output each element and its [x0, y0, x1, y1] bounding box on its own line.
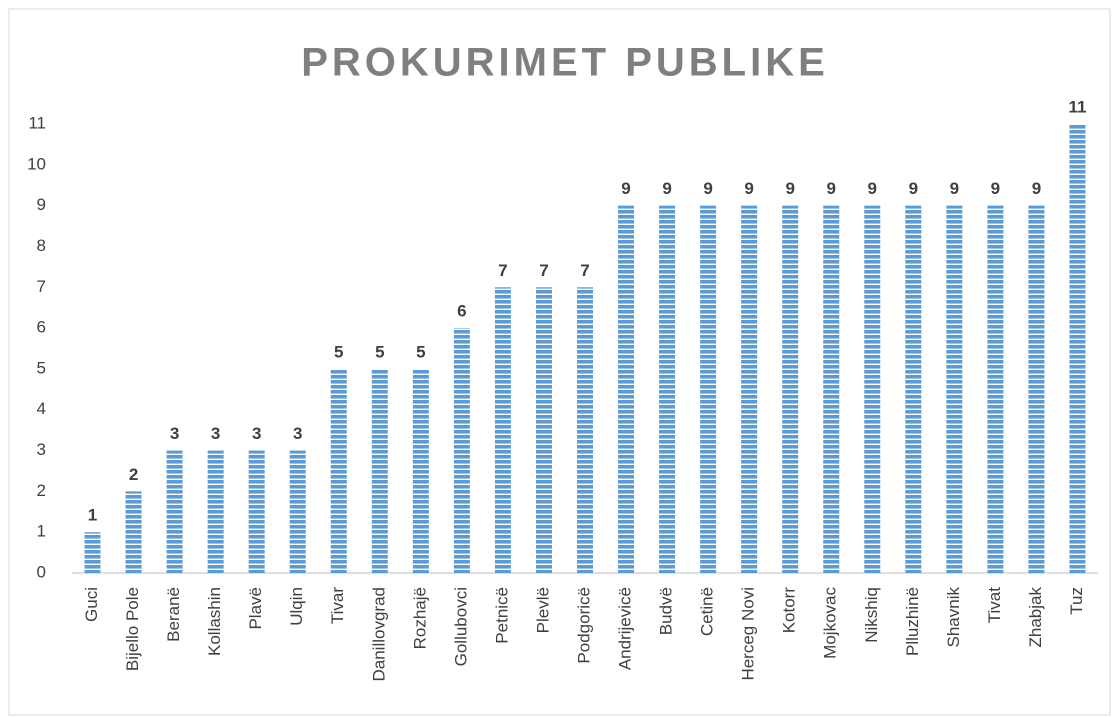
x-tick-label: Mojkovac — [821, 587, 840, 659]
bar — [946, 205, 963, 574]
data-label: 2 — [129, 465, 138, 484]
data-label: 9 — [703, 179, 712, 198]
bar — [987, 205, 1004, 574]
x-tick-label: Shavnik — [944, 587, 963, 648]
data-label: 3 — [170, 424, 179, 443]
data-label: 7 — [580, 261, 589, 280]
data-label: 7 — [498, 261, 507, 280]
bar — [577, 287, 593, 573]
bar — [905, 205, 922, 574]
x-tick-label: Petnicë — [492, 587, 511, 644]
data-label: 3 — [252, 424, 261, 443]
x-tick-label: Herceg Novi — [739, 587, 758, 681]
data-label: 5 — [416, 342, 425, 361]
data-label: 11 — [1068, 97, 1086, 116]
data-label: 5 — [375, 342, 384, 361]
y-tick-label: 2 — [37, 481, 46, 500]
x-tick-label: Rozhajë — [410, 587, 429, 649]
y-tick-label: 6 — [37, 318, 46, 337]
y-tick-label: 5 — [37, 358, 46, 377]
x-tick-label: Plavë — [246, 587, 265, 630]
bar — [618, 205, 635, 574]
x-tick-label: Plluzhinë — [903, 587, 922, 656]
x-tick-label: Kollashin — [205, 587, 224, 656]
y-tick-label: 11 — [28, 113, 46, 132]
y-tick-label: 4 — [37, 399, 46, 418]
x-tick-label: Ulqin — [287, 587, 306, 626]
bar — [659, 205, 676, 574]
bar — [494, 287, 511, 573]
bar — [1069, 124, 1086, 573]
data-label: 9 — [662, 179, 671, 198]
chart-title: PROKURIMET PUBLIKE — [301, 41, 829, 85]
bar — [371, 368, 388, 573]
bar — [166, 450, 183, 573]
x-tick-label: Budvë — [657, 587, 676, 635]
data-label: 9 — [991, 179, 1000, 198]
bar — [741, 205, 758, 574]
data-label: 9 — [744, 179, 753, 198]
x-tick-label: Cetinë — [698, 587, 717, 636]
x-tick-label: Danillovgrad — [369, 587, 388, 682]
data-label: 9 — [950, 179, 959, 198]
data-label: 9 — [868, 179, 877, 198]
x-tick-label: Plevlë — [533, 587, 552, 633]
y-tick-label: 7 — [37, 277, 46, 296]
bar — [700, 205, 717, 574]
data-label: 9 — [827, 179, 836, 198]
y-tick-label: 9 — [37, 195, 46, 214]
bar — [864, 205, 881, 574]
y-tick-label: 3 — [37, 440, 46, 459]
bar — [1028, 205, 1045, 574]
bar — [453, 328, 470, 573]
x-tick-label: Nikshiq — [862, 587, 881, 643]
bar — [330, 368, 347, 573]
bar — [535, 287, 552, 573]
data-label: 9 — [1032, 179, 1041, 198]
bar — [207, 450, 224, 573]
data-label: 9 — [909, 179, 918, 198]
y-tick-label: 8 — [37, 236, 46, 255]
x-tick-label: Andrijevicë — [616, 587, 635, 670]
x-tick-label: Tuz — [1067, 587, 1086, 615]
data-label: 6 — [457, 302, 466, 321]
y-tick-label: 0 — [37, 562, 46, 581]
bar — [84, 532, 101, 573]
bar — [125, 491, 142, 573]
bar — [823, 205, 840, 574]
y-tick-label: 10 — [27, 154, 46, 173]
x-tick-label: Zhabjak — [1026, 587, 1045, 648]
data-label: 3 — [211, 424, 220, 443]
data-label: 3 — [293, 424, 302, 443]
x-tick-label: Tivar — [328, 587, 347, 624]
x-tick-label: Guci — [82, 587, 101, 622]
x-tick-label: Podgoricë — [574, 587, 593, 664]
bar — [782, 205, 799, 574]
data-label: 1 — [88, 506, 97, 525]
x-tick-label: Kotorr — [780, 587, 799, 634]
data-label: 9 — [621, 179, 630, 198]
x-tick-label: Gollubovci — [451, 587, 470, 666]
x-tick-label: Beranë — [164, 587, 183, 642]
y-tick-label: 1 — [37, 522, 46, 541]
chart-border — [8, 8, 1111, 716]
bar — [412, 368, 429, 573]
data-label: 9 — [785, 179, 794, 198]
x-tick-label: Tivat — [985, 587, 1004, 623]
data-label: 5 — [334, 342, 343, 361]
bar — [248, 450, 265, 573]
x-tick-label: Bijello Pole — [123, 587, 142, 671]
bar — [289, 450, 306, 573]
data-label: 7 — [539, 261, 548, 280]
